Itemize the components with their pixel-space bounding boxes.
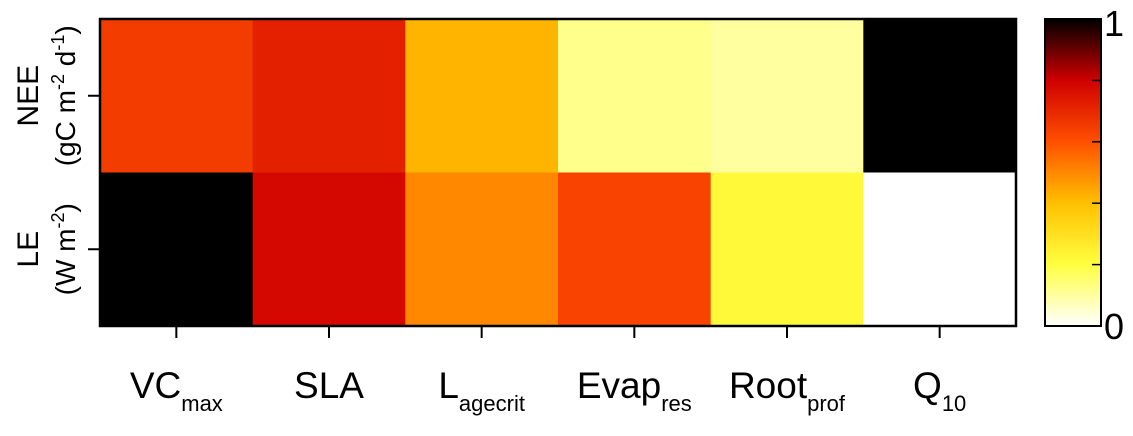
heatmap-cell	[710, 19, 864, 173]
y-tick-label: LE (W m-2)	[12, 203, 81, 295]
x-tick-label: Evapres	[577, 365, 692, 416]
colorbar-max-label: 1	[1104, 3, 1124, 44]
heatmap-cell	[863, 19, 1017, 173]
y-tick-label: NEE (gC m-2 d-1)	[12, 25, 81, 166]
heatmap-cell	[558, 19, 712, 173]
plot-frame	[98, 17, 1018, 328]
heatmap-cell	[405, 19, 559, 173]
heatmap-cell	[863, 172, 1017, 327]
heatmap-cell	[558, 172, 712, 327]
x-tick-label: Q10	[913, 365, 966, 416]
heatmap-cell	[100, 19, 254, 173]
heatmap-cell	[100, 172, 254, 327]
x-tick-label: VCmax	[130, 365, 223, 416]
heatmap-cell	[710, 172, 864, 327]
colorbar-min-label: 0	[1104, 306, 1124, 347]
x-tick-label: Rootprof	[729, 365, 846, 416]
y-tick-label-line2: (gC m-2 d-1)	[48, 25, 81, 166]
heatmap-cells	[100, 19, 1017, 327]
heatmap-cell	[252, 19, 406, 173]
heatmap-cell	[405, 172, 559, 327]
x-axis: VCmax SLA Lagecrit Evapres Rootprof Q10	[130, 326, 966, 416]
colorbar-gradient	[1044, 18, 1102, 327]
y-tick-label-line1: NEE	[12, 65, 45, 127]
x-tick-label: Lagecrit	[438, 365, 525, 416]
y-tick-label-line1: LE	[12, 231, 45, 268]
x-tick-label: SLA	[294, 365, 364, 406]
colorbar: 10	[1044, 3, 1124, 347]
y-axis: NEE (gC m-2 d-1) LE (W m-2)	[12, 25, 100, 295]
y-tick-label-line2: (W m-2)	[48, 203, 81, 295]
heatmap-cell	[252, 172, 406, 327]
